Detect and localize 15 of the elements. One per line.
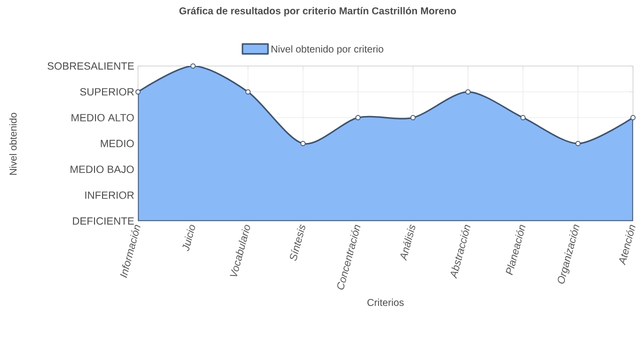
text: MEDIO ALTO — [72, 114, 134, 122]
text: SOBRESALIENTE — [48, 62, 134, 70]
text: INFERIOR — [85, 191, 134, 199]
x-tick-label: Síntesis — [290, 224, 306, 261]
text: MEDIO — [100, 140, 134, 148]
chart-title: Gráfica de resultados por criterio Martín Castrillón Moreno — [179, 6, 456, 16]
legend-label: Nivel obtenido por criterio — [272, 45, 384, 55]
x-tick-label: Análisis — [400, 224, 416, 261]
text: MEDIO BAJO — [70, 166, 134, 174]
x-tick-label: Juicio — [182, 224, 196, 251]
x-tick-label: Atención — [619, 224, 636, 266]
text: Nivel obtenido — [9, 112, 17, 175]
text: SUPERIOR — [80, 88, 134, 96]
x-axis-title: Criterios — [367, 298, 404, 306]
text: DEFICIENTE — [72, 217, 134, 225]
